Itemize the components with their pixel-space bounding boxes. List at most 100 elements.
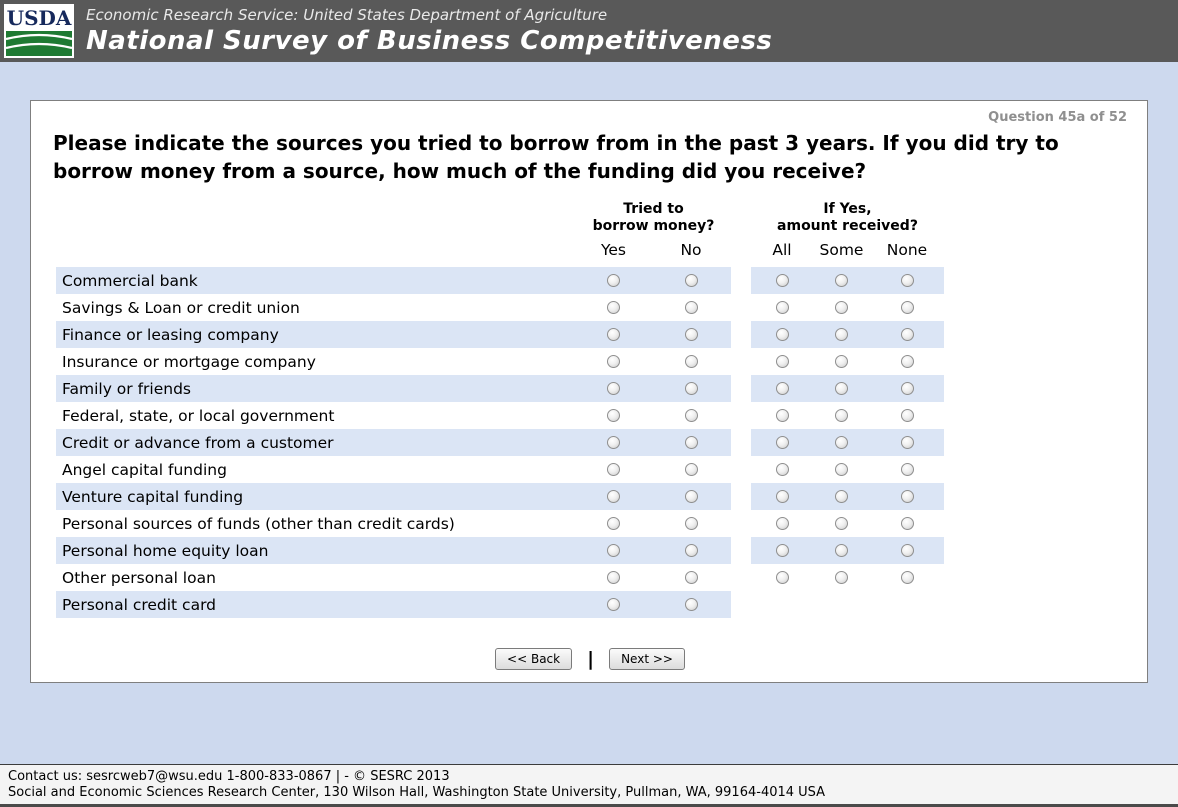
radio-tried-no[interactable] [684, 382, 698, 396]
radio-tried-yes[interactable] [607, 571, 620, 585]
radio-amount-none[interactable] [900, 382, 914, 396]
row-label: Savings & Loan or credit union [62, 298, 300, 317]
back-button[interactable]: << Back [495, 648, 573, 671]
radio-tried-no[interactable] [684, 490, 698, 504]
radio-amount-all[interactable] [775, 490, 789, 504]
table-body: Commercial bank Savings & Loan or credit… [56, 267, 1127, 619]
column-gap [731, 321, 751, 348]
radio-tried-yes[interactable] [607, 517, 620, 531]
radio-amount-all[interactable] [775, 409, 789, 423]
column-gap [731, 267, 751, 294]
radio-amount-some[interactable] [835, 274, 848, 288]
footer: Contact us: sesrcweb7@wsu.edu 1-800-833-… [0, 764, 1178, 807]
radio-tried-yes[interactable] [607, 490, 620, 504]
question-number: Question 45a of 52 [988, 110, 1127, 125]
radio-amount-none[interactable] [900, 463, 914, 477]
table-row: Credit or advance from a customer [56, 429, 1127, 457]
group-header-borrow: Tried to borrow money? [592, 201, 715, 235]
radio-amount-all[interactable] [775, 301, 789, 315]
radio-tried-yes[interactable] [607, 409, 620, 423]
row-label: Personal home equity loan [56, 537, 576, 565]
row-label: Personal sources of funds (other than cr… [62, 514, 455, 533]
radio-tried-yes[interactable] [607, 598, 620, 612]
radio-tried-yes[interactable] [607, 382, 620, 396]
radio-tried-yes[interactable] [607, 301, 620, 315]
radio-amount-none[interactable] [900, 409, 914, 423]
column-gap [731, 456, 751, 483]
radio-amount-some[interactable] [835, 328, 848, 342]
radio-tried-no[interactable] [684, 544, 698, 558]
radio-tried-yes[interactable] [607, 355, 620, 369]
radio-amount-some[interactable] [835, 382, 848, 396]
radio-amount-all[interactable] [775, 355, 789, 369]
radio-amount-all[interactable] [775, 571, 789, 585]
radio-amount-some[interactable] [835, 301, 848, 315]
radio-amount-some[interactable] [835, 571, 848, 585]
table-row: Personal credit card [56, 591, 1127, 619]
radio-tried-yes[interactable] [607, 436, 620, 450]
radio-amount-all[interactable] [775, 274, 789, 288]
table-row: Savings & Loan or credit union [56, 294, 1127, 321]
radio-tried-yes[interactable] [607, 544, 620, 558]
radio-amount-all[interactable] [775, 328, 789, 342]
table-group-headers: Tried to borrow money? If Yes, amount re… [56, 201, 1127, 235]
radio-amount-some[interactable] [835, 463, 848, 477]
radio-amount-none[interactable] [900, 436, 914, 450]
radio-amount-some[interactable] [835, 544, 848, 558]
row-label: Insurance or mortgage company [62, 352, 316, 371]
radio-tried-yes[interactable] [607, 463, 620, 477]
radio-amount-none[interactable] [900, 274, 914, 288]
radio-amount-none[interactable] [900, 517, 914, 531]
radio-tried-no[interactable] [684, 409, 698, 423]
page-content: Question 45a of 52 Please indicate the s… [0, 62, 1178, 764]
radio-tried-yes[interactable] [607, 274, 620, 288]
radio-tried-no[interactable] [684, 328, 698, 342]
row-label: Angel capital funding [62, 460, 227, 479]
footer-contact-line: Contact us: sesrcweb7@wsu.edu 1-800-833-… [8, 769, 450, 784]
radio-amount-some[interactable] [835, 517, 848, 531]
radio-tried-no[interactable] [684, 463, 698, 477]
question-title: Please indicate the sources you tried to… [53, 131, 1059, 183]
radio-tried-no[interactable] [684, 517, 698, 531]
table-row: Personal sources of funds (other than cr… [56, 510, 1127, 537]
column-header-no: No [680, 241, 702, 260]
table-row: Other personal loan [56, 564, 1127, 591]
row-label: Commercial bank [56, 267, 576, 295]
table-row: Angel capital funding [56, 456, 1127, 483]
radio-amount-none[interactable] [900, 571, 914, 585]
radio-tried-no[interactable] [684, 436, 698, 450]
row-label: Credit or advance from a customer [56, 429, 576, 457]
radio-amount-some[interactable] [835, 355, 848, 369]
radio-amount-all[interactable] [775, 544, 789, 558]
footer-address-line: Social and Economic Sciences Research Ce… [8, 785, 826, 800]
radio-tried-yes[interactable] [607, 328, 620, 342]
radio-amount-all[interactable] [775, 436, 789, 450]
radio-tried-no[interactable] [684, 301, 698, 315]
next-button[interactable]: Next >> [609, 648, 685, 671]
radio-amount-none[interactable] [900, 544, 914, 558]
button-separator: | [587, 648, 595, 671]
column-gap [731, 510, 751, 537]
group-header-amount: If Yes, amount received? [777, 201, 918, 235]
radio-amount-none[interactable] [900, 355, 914, 369]
column-gap [731, 564, 751, 591]
radio-amount-none[interactable] [900, 301, 914, 315]
radio-amount-none[interactable] [900, 490, 914, 504]
radio-amount-some[interactable] [835, 490, 848, 504]
radio-amount-all[interactable] [775, 382, 789, 396]
column-gap [731, 591, 751, 618]
radio-tried-no[interactable] [684, 598, 698, 612]
radio-amount-some[interactable] [835, 409, 848, 423]
radio-amount-some[interactable] [835, 436, 848, 450]
row-label: Finance or leasing company [56, 321, 576, 349]
question-panel: Question 45a of 52 Please indicate the s… [30, 100, 1148, 683]
radio-tried-no[interactable] [684, 355, 698, 369]
radio-amount-none[interactable] [900, 328, 914, 342]
radio-amount-all[interactable] [775, 463, 789, 477]
radio-tried-no[interactable] [684, 274, 698, 288]
radio-tried-no[interactable] [684, 571, 698, 585]
radio-amount-all[interactable] [775, 517, 789, 531]
table-row: Federal, state, or local government [56, 402, 1127, 429]
column-gap [731, 537, 751, 564]
column-gap [731, 429, 751, 456]
